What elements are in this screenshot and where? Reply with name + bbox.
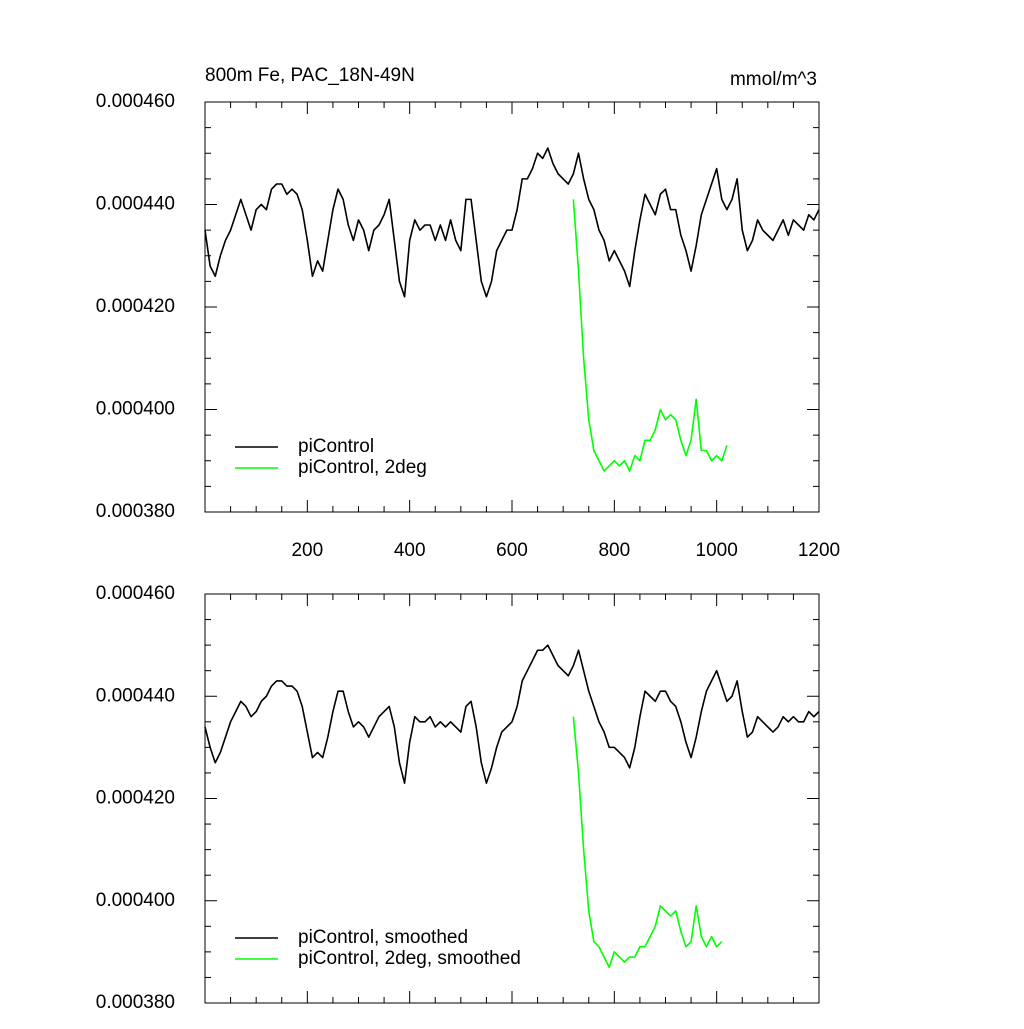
y-tick-label: 0.000400	[96, 399, 175, 420]
x-tick-label: 400	[394, 540, 426, 561]
legend-label: piControl, 2deg	[298, 457, 427, 478]
y-tick-label: 0.000380	[96, 992, 175, 1013]
x-tick-label: 600	[496, 540, 528, 561]
y-tick-label: 0.000400	[96, 890, 175, 911]
x-tick-label: 800	[598, 540, 630, 561]
y-tick-label: 0.000460	[96, 91, 175, 112]
x-tick-label: 1200	[798, 540, 840, 561]
series-line	[204, 644, 820, 784]
y-tick-label: 0.000460	[96, 583, 175, 604]
y-tick-label: 0.000420	[96, 296, 175, 317]
x-tick-label: 200	[291, 540, 323, 561]
series-line	[204, 147, 820, 298]
chart-title: 800m Fe, PAC_18N-49N	[205, 65, 415, 86]
legend-label: piControl, smoothed	[298, 927, 468, 948]
series-line	[572, 716, 723, 969]
y-tick-label: 0.000440	[96, 685, 175, 706]
legend-label: piControl	[298, 436, 374, 457]
units-label: mmol/m^3	[730, 69, 817, 90]
legend-label: piControl, 2deg, smoothed	[298, 948, 521, 969]
y-tick-label: 0.000420	[96, 788, 175, 809]
x-tick-label: 1000	[696, 540, 738, 561]
series-line	[572, 199, 728, 472]
y-tick-label: 0.000380	[96, 501, 175, 522]
y-tick-label: 0.000440	[96, 194, 175, 215]
